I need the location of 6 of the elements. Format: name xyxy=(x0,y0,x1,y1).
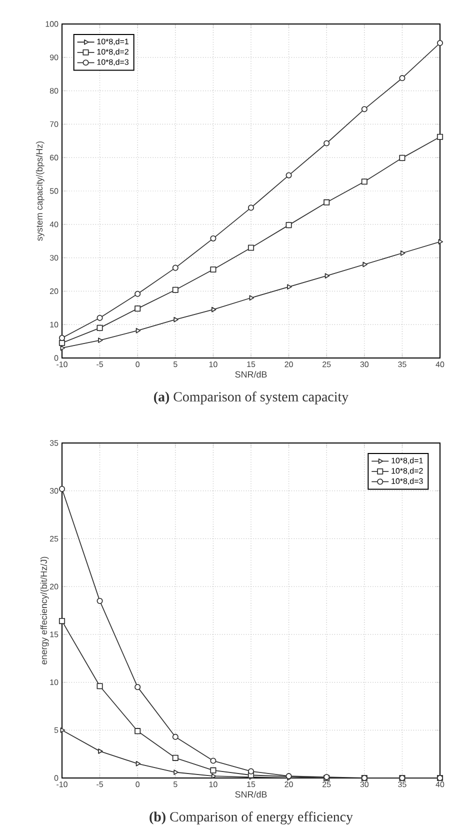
x-axis-title: SNR/dB xyxy=(235,371,267,378)
text: (a) Comparison of system capacity xyxy=(154,392,349,404)
x-axis-title: SNR/dB xyxy=(235,791,267,798)
y-axis-title: energy effeciency/(bit/Hz/J) xyxy=(40,556,49,664)
y-axis-title: system capacity/(bps/Hz) xyxy=(36,141,44,241)
text: (b) Comparison of energy efficiency xyxy=(150,812,353,824)
